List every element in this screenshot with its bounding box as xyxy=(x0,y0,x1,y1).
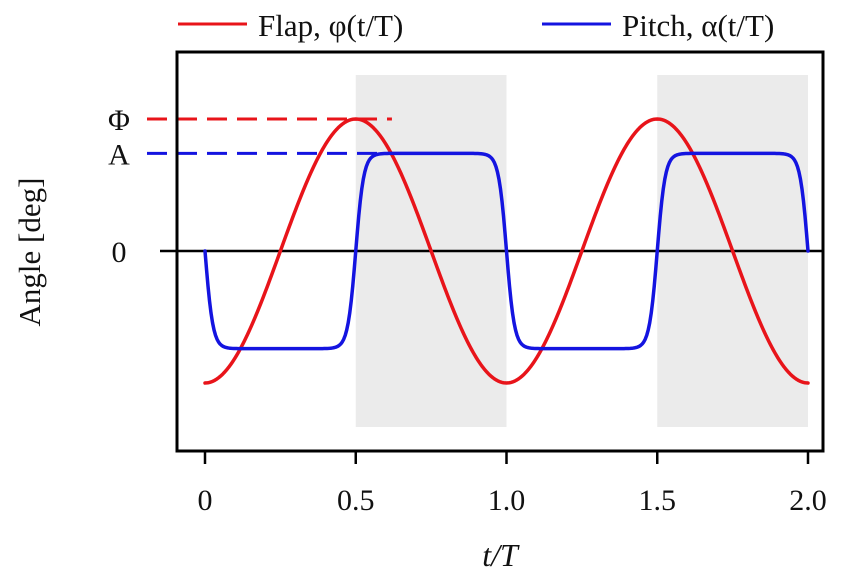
x-tick-label-0: 0 xyxy=(198,484,213,517)
series-lines xyxy=(203,117,810,385)
y-tick-label-0: Φ xyxy=(108,104,130,137)
legend-label-pitch: Pitch, α(t/T) xyxy=(622,8,774,43)
y-axis-label: Angle [deg] xyxy=(12,178,47,327)
x-tick-label-3: 1.5 xyxy=(639,484,677,517)
x-axis-label: t/T xyxy=(482,537,520,573)
x-tick-label-4: 2.0 xyxy=(789,484,827,517)
x-tick-label-2: 1.0 xyxy=(488,484,526,517)
y-tick-label-1: A xyxy=(108,138,130,171)
y-axis-ticks: ΦA 0 xyxy=(108,104,130,269)
legend: Flap, φ(t/T) Pitch, α(t/T) xyxy=(178,8,774,43)
series-line-1 xyxy=(203,151,810,351)
legend-label-flap: Flap, φ(t/T) xyxy=(258,8,403,43)
plot-frame xyxy=(175,50,825,453)
x-tick-label-1: 0.5 xyxy=(337,484,375,517)
x-axis-ticks: 0 0.5 1.0 1.5 2.0 xyxy=(198,451,827,517)
y-tick-label-2: 0 xyxy=(112,236,127,269)
series-line-0 xyxy=(203,117,810,385)
reference-lines xyxy=(147,117,392,155)
